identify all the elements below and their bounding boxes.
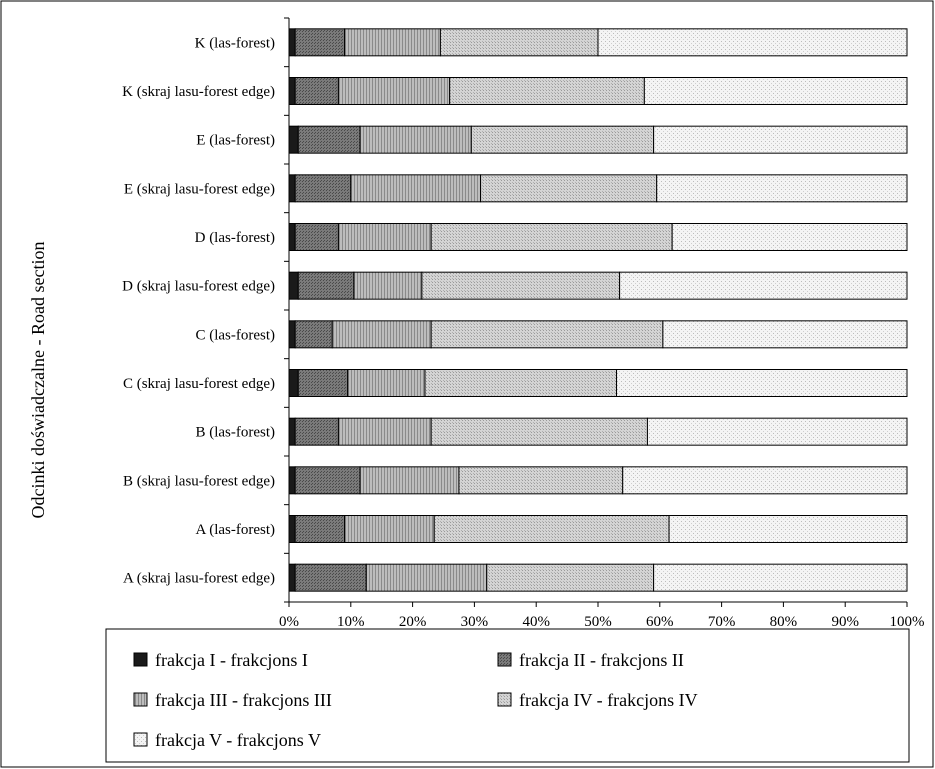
bar-segment: [662, 320, 908, 349]
legend-label: frakcja II - frakcjons II: [519, 650, 684, 670]
bar-segment: [616, 369, 908, 397]
x-tick-label: 10%: [337, 614, 365, 630]
bar-segment: [430, 223, 673, 251]
bar-segment: [430, 320, 664, 349]
bar-segment: [486, 563, 655, 592]
bar-segment: [439, 28, 599, 57]
bar-segment: [337, 223, 432, 251]
bar-segment: [288, 125, 299, 154]
bar-segment: [288, 369, 299, 397]
bar-segment: [294, 174, 352, 203]
x-tick-label: 70%: [708, 614, 736, 630]
bar-segment: [294, 28, 346, 57]
bar-segment: [288, 417, 296, 446]
bar-segment: [359, 125, 472, 154]
legend-swatch: [133, 652, 148, 667]
bar-segment: [622, 466, 908, 495]
category-label: E (skraj lasu-forest edge): [124, 181, 275, 197]
legend-swatch: [497, 692, 512, 707]
bar-segment: [288, 174, 296, 203]
bar-segment: [294, 466, 361, 495]
bar-segment: [337, 77, 451, 105]
bar-segment: [643, 77, 908, 105]
bar-segment: [619, 271, 908, 300]
bar-segment: [458, 466, 624, 495]
bar-segment: [288, 77, 296, 105]
legend-label: frakcja III - frakcjons III: [155, 690, 332, 710]
category-label: D (skraj lasu-forest edge): [122, 279, 275, 295]
bar-segment: [288, 320, 296, 349]
legend-label: frakcja V - frakcjons V: [155, 730, 321, 750]
y-axis-label: Odcinki doświadczalne - Road section: [28, 242, 48, 519]
bar-segment: [470, 125, 655, 154]
bar-segment: [646, 417, 908, 446]
bar-segment: [433, 515, 670, 543]
bar-segment: [653, 563, 908, 592]
bar-segment: [347, 369, 426, 397]
bar-segment: [294, 223, 339, 251]
bar-segment: [656, 174, 908, 203]
bar-segment: [449, 77, 645, 105]
bar-segment: [288, 563, 296, 592]
x-tick-label: 50%: [584, 614, 612, 630]
legend: frakcja I - frakcjons I frakcja II - frak…: [133, 650, 698, 750]
legend-swatch: [133, 732, 148, 747]
bar-segment: [337, 417, 432, 446]
bar-segment: [671, 223, 908, 251]
bar-segment: [430, 417, 648, 446]
category-label: A (las-forest): [195, 522, 275, 538]
legend-swatch: [133, 692, 148, 707]
bar-segment: [350, 174, 482, 203]
x-tick-label: 90%: [831, 614, 859, 630]
category-label: E (las-forest): [196, 133, 275, 149]
x-tick-label: 30%: [461, 614, 489, 630]
bar-segment: [297, 369, 349, 397]
bar-segment: [294, 77, 339, 105]
x-tick-label: 60%: [646, 614, 674, 630]
bar-segment: [480, 174, 658, 203]
bar-segment: [297, 125, 361, 154]
category-label: K (las-forest): [195, 35, 275, 51]
category-label: D (las-forest): [195, 230, 275, 246]
category-label: C (skraj lasu-forest edge): [123, 376, 275, 392]
category-label: A (skraj lasu-forest edge): [123, 571, 275, 587]
bar-segment: [294, 515, 346, 543]
bar-segment: [653, 125, 908, 154]
bar-segment: [597, 28, 908, 57]
bar-segment: [288, 223, 296, 251]
legend-swatch: [497, 652, 512, 667]
bar-segment: [344, 515, 435, 543]
plot-area: 0% 10% 20% 30% 40% 50% 60% 70% 80% 90% 100% K (las-…: [122, 17, 925, 630]
bar-segment: [331, 320, 432, 349]
category-label: B (las-forest): [195, 425, 275, 441]
x-tick-label: 20%: [399, 614, 427, 630]
bar-segment: [424, 369, 618, 397]
bar-segment: [294, 563, 367, 592]
legend-label: frakcja IV - frakcjons IV: [519, 690, 698, 710]
category-label: K (skraj lasu-forest edge): [122, 84, 275, 100]
x-tick-label: 80%: [770, 614, 798, 630]
category-label: B (skraj lasu-forest edge): [123, 473, 275, 489]
bar-segment: [365, 563, 488, 592]
bar-segment: [668, 515, 908, 543]
legend-label: frakcja I - frakcjons I: [155, 650, 308, 670]
bar-segment: [421, 271, 621, 300]
x-tick-label: 40%: [522, 614, 550, 630]
bar-segment: [353, 271, 423, 300]
x-tick-label: 100%: [890, 614, 925, 630]
bar-segment: [288, 466, 296, 495]
bar-segment: [294, 320, 333, 349]
category-label: C (las-forest): [195, 327, 275, 343]
bar-segment: [288, 28, 296, 57]
bar-segment: [344, 28, 441, 57]
bar-segment: [288, 515, 296, 543]
x-tick-label: 0%: [279, 614, 299, 630]
bar-segment: [294, 417, 339, 446]
bar-segment: [297, 271, 355, 300]
bar-segment: [288, 271, 299, 300]
bar-segment: [359, 466, 460, 495]
